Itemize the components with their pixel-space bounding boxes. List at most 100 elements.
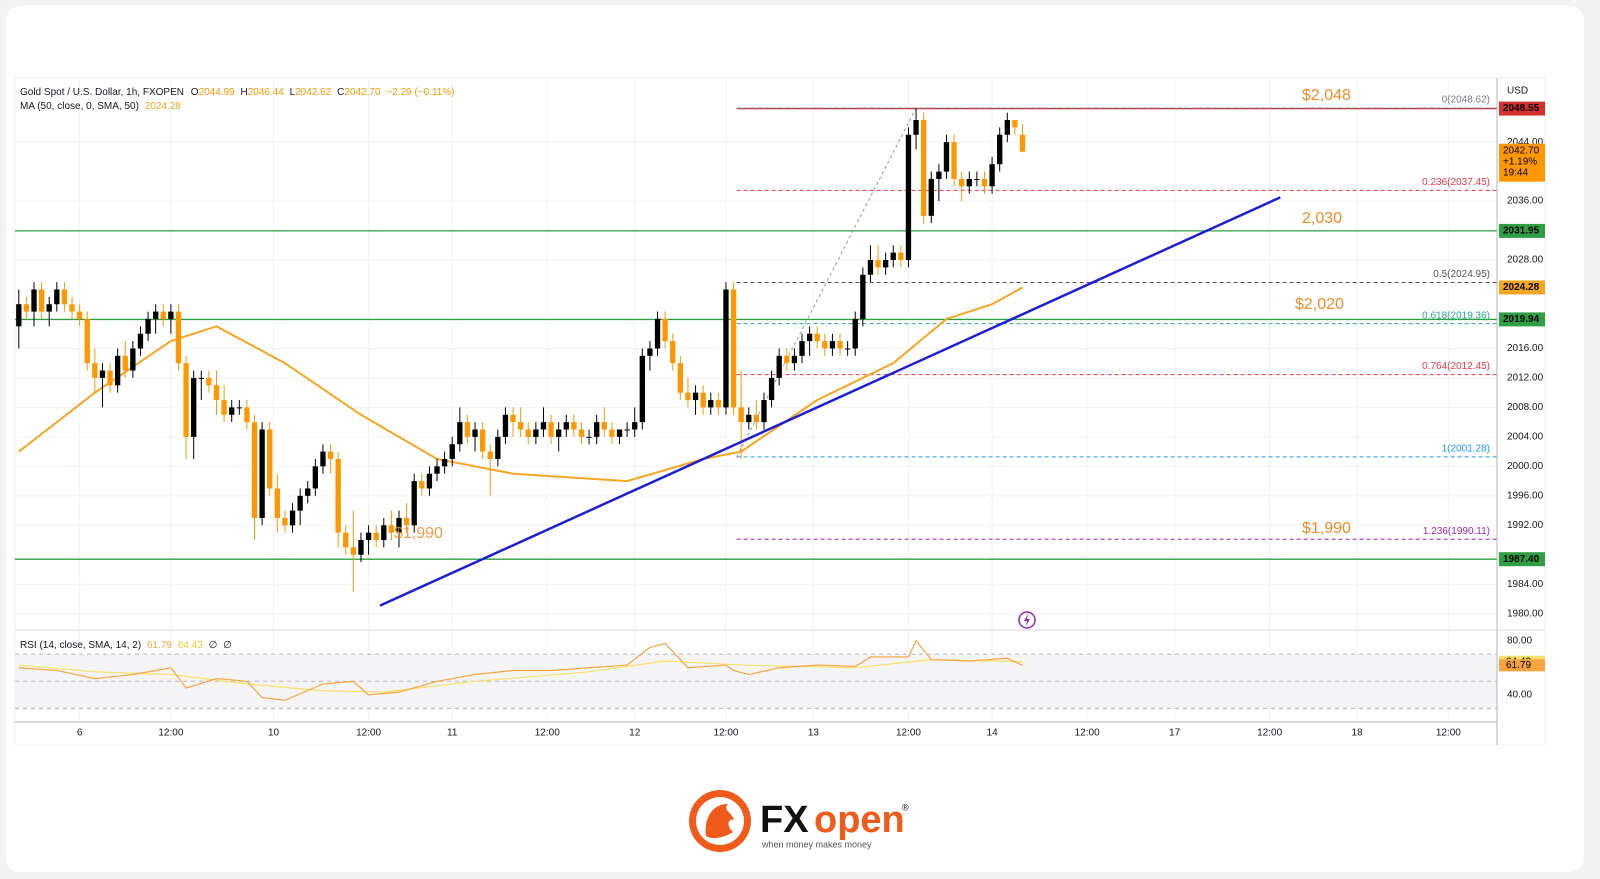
ohlc-key: L (290, 87, 296, 98)
candle-body (723, 289, 729, 408)
candle-body (966, 178, 972, 187)
fib-label: 1(2001.28) (1442, 444, 1490, 455)
x-tick-label: 12:00 (713, 728, 738, 739)
ma-value: 2024.28 (145, 101, 182, 112)
change: −2.29 (−0.11%) (386, 87, 454, 98)
candle-body (69, 304, 75, 312)
candle-body (31, 289, 37, 312)
candle-body (730, 289, 737, 408)
x-tick-label: 17 (1169, 728, 1181, 739)
candle-body (320, 451, 326, 467)
candle-body (343, 532, 349, 548)
y-tick-label: 1980.00 (1507, 608, 1544, 619)
x-tick-label: 12:00 (1257, 728, 1282, 739)
logo-open: open (814, 799, 905, 841)
ohlc-value: 2044.99 (199, 87, 236, 98)
candle-body (639, 355, 645, 423)
candle-body (502, 414, 509, 437)
candle-body (882, 260, 889, 268)
alert-icon[interactable] (1018, 611, 1036, 629)
x-tick-label: 12:00 (158, 728, 183, 739)
candle-body (441, 458, 448, 467)
candle-body (761, 400, 767, 423)
rsi-value: ∅ (209, 640, 218, 651)
candle-body (928, 178, 934, 216)
fib-connector (736, 107, 917, 458)
axes: 6 12:00 10 12:00 11 12:00 12 12:00 13 12:00 14 12:0… (77, 101, 1545, 739)
x-tick-label: 10 (268, 728, 280, 739)
candle-body (624, 429, 630, 431)
y-tick-label: 2004.00 (1507, 432, 1544, 443)
candle-body (905, 134, 912, 261)
price-badge (1499, 101, 1545, 116)
candle-body (921, 120, 927, 216)
legend-header: Gold Spot / U.S. Dollar, 1h, FXOPEN O204… (20, 87, 455, 98)
candle-body (890, 252, 896, 261)
annotation: $2,020 (1295, 296, 1344, 313)
candle-body (457, 422, 463, 445)
candle-body (312, 466, 319, 489)
candle-body (746, 414, 752, 423)
rsi-value: ∅ (223, 640, 232, 651)
candle-body (936, 171, 942, 179)
annotation: 2,030 (1302, 210, 1342, 227)
fib-label: 0.618(2019.36) (1422, 310, 1490, 321)
candle-body (282, 517, 288, 526)
ohlc-value: 2042.62 (295, 87, 332, 98)
candle-body (411, 481, 417, 526)
candle-body (251, 422, 258, 518)
candle-body (289, 510, 296, 526)
y-tick-label: 2012.00 (1507, 373, 1544, 384)
x-tick-label: 12:00 (535, 728, 560, 739)
candle-body (274, 488, 280, 518)
rsi-badge-label: 61.79 (1506, 660, 1531, 671)
candle-body (229, 407, 235, 415)
candle-body (548, 422, 554, 437)
fib-label: 1.236(1990.11) (1423, 526, 1490, 537)
ohlc-key: H (240, 87, 247, 98)
candle-body (221, 400, 227, 415)
candle-body (989, 164, 995, 187)
candle-body (396, 517, 402, 533)
candle-body (259, 429, 265, 518)
candle-body (449, 444, 455, 459)
candle-body (654, 318, 661, 349)
candle-body (768, 377, 775, 401)
candle-body (578, 429, 585, 437)
rsi-sma (18, 659, 1023, 693)
candle-body (517, 422, 524, 430)
candle-body (191, 377, 197, 437)
annotation: $2,048 (1302, 87, 1351, 104)
candle-body (297, 495, 303, 511)
candle-body (23, 304, 30, 312)
candle-body (837, 341, 843, 349)
candle-body (677, 363, 684, 393)
candle-body (601, 422, 607, 430)
candle-body (16, 304, 22, 327)
price-badge-label: 1987.40 (1503, 554, 1540, 565)
candle-body (373, 532, 379, 541)
candle-body (403, 517, 410, 526)
logo-reg: ® (902, 802, 909, 812)
x-tick-label: 12:00 (1436, 728, 1461, 739)
candle-body (563, 422, 569, 430)
candle-body (358, 540, 364, 555)
annotations: $2,048 2,030 $2,020 $1,990 $1,990 (394, 87, 1351, 542)
candle-body (153, 311, 159, 319)
price-badge (1499, 223, 1545, 238)
logo-tagline: when money makes money (761, 839, 872, 849)
candle-body (54, 289, 60, 305)
rsi-line (18, 639, 1023, 701)
candle-body (784, 355, 790, 364)
price-pane: 0(2048.62) 0.236(2037.45) 0.5(2024.95) 0.61… (15, 95, 1497, 607)
candle-body (183, 363, 189, 437)
candle-body (753, 414, 760, 423)
candle-body (99, 370, 106, 378)
candle-body (708, 400, 714, 408)
candle-body (38, 289, 45, 312)
price-badge-label: 2024.28 (1503, 282, 1540, 293)
x-tick-label: 6 (77, 728, 83, 739)
candle-body (168, 311, 174, 319)
candle-body (145, 318, 151, 334)
candle-body (1019, 134, 1026, 152)
